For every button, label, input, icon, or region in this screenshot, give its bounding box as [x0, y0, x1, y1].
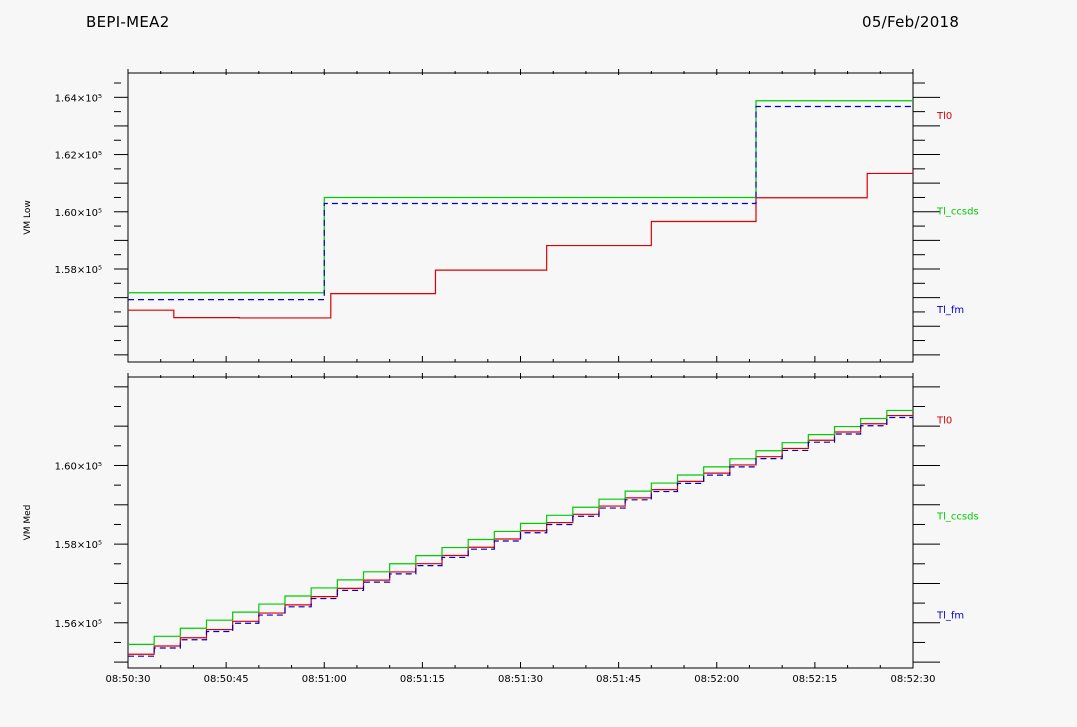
x-tick-label: 08:52:00 [694, 674, 739, 685]
series-line-tl-ccsds [128, 409, 913, 646]
x-tick-label: 08:51:15 [400, 674, 445, 685]
legend-label-tl0: Tl0 [936, 416, 952, 427]
y-axis-label: VM Low [23, 200, 33, 235]
legend-label-tl-fm: Tl_fm [936, 305, 964, 316]
y-tick-label: 1.58×10⁵ [55, 540, 102, 551]
x-tick-label: 08:52:30 [891, 674, 936, 685]
y-tick-label: 1.64×10⁵ [55, 93, 102, 104]
plot-frame-1 [127, 376, 914, 669]
y-tick-label: 1.62×10⁵ [55, 151, 102, 162]
y-axis-label: VM Med [23, 505, 33, 541]
y-tick-label: 1.60×10⁵ [55, 208, 102, 219]
series-line-tl-fm [128, 416, 913, 657]
instrument-title: BEPI-MEA2 [86, 13, 170, 31]
series-line-tl0 [128, 172, 913, 319]
legend-label-tl-ccsds: Tl_ccsds [936, 512, 979, 523]
y-tick-label: 1.56×10⁵ [55, 619, 102, 630]
x-tick-label: 08:51:00 [302, 674, 347, 685]
series-line-tl-ccsds [128, 100, 913, 294]
legend-label-tl0: Tl0 [936, 111, 952, 122]
plot-frame-0 [127, 72, 914, 363]
date-label: 05/Feb/2018 [862, 13, 960, 31]
x-tick-label: 08:50:45 [204, 674, 249, 685]
legend-label-tl-ccsds: Tl_ccsds [936, 207, 979, 218]
series-line-tl-fm [128, 105, 913, 301]
x-tick-label: 08:51:45 [596, 674, 641, 685]
legend-label-tl-fm: Tl_fm [936, 611, 964, 622]
x-tick-label: 08:50:30 [106, 674, 151, 685]
y-tick-label: 1.60×10⁵ [55, 461, 102, 472]
y-tick-label: 1.58×10⁵ [55, 265, 102, 276]
x-tick-label: 08:51:30 [498, 674, 543, 685]
x-tick-label: 08:52:15 [792, 674, 837, 685]
